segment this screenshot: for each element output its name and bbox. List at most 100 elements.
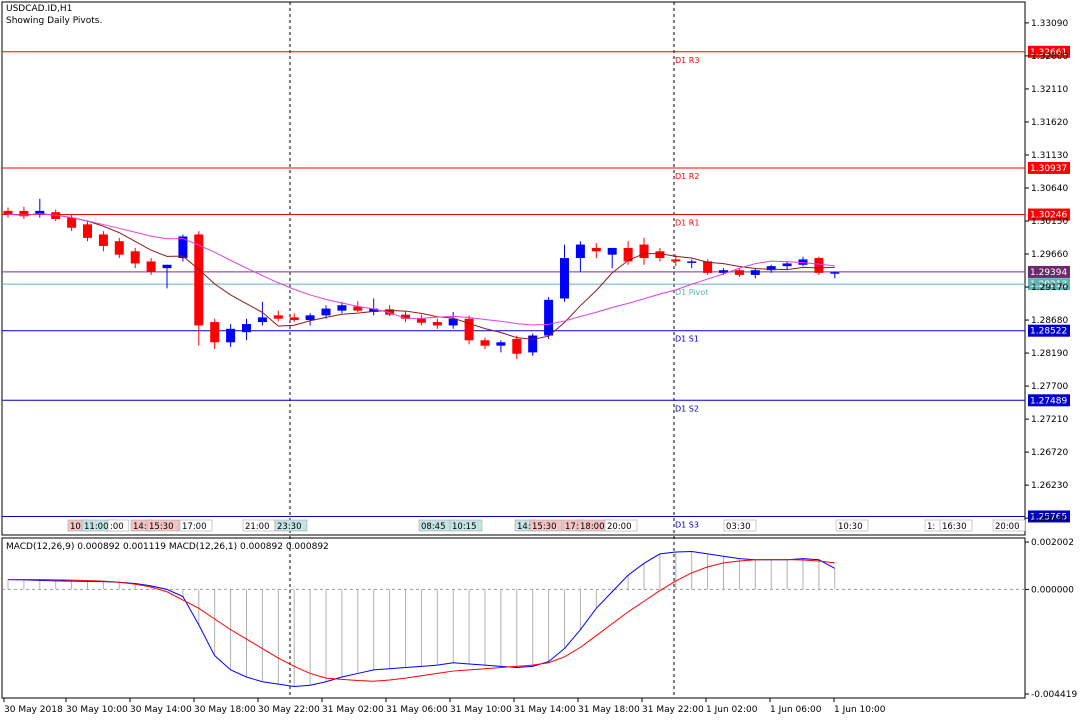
x-tick-label: 31 May 06:00 xyxy=(386,705,448,715)
candle-body xyxy=(416,318,426,323)
candle-body xyxy=(766,266,776,271)
candle-body xyxy=(83,224,92,238)
pivot-label: D1 Pivot xyxy=(675,288,708,297)
event-tag[interactable] xyxy=(604,519,638,532)
y-tick-label: 1.31130 xyxy=(1031,151,1068,161)
macd-y-tick-label: -0.004419 xyxy=(1031,690,1077,700)
candle-body xyxy=(385,309,395,315)
candle-body xyxy=(591,247,601,252)
event-tag[interactable] xyxy=(529,519,563,532)
candle-body xyxy=(305,315,315,321)
candle-body xyxy=(464,318,474,341)
pivot-price-label: 1.27489 xyxy=(1030,396,1067,406)
event-tag-label: 14: xyxy=(133,522,147,532)
event-tag-label: 1: xyxy=(927,522,935,532)
candle-body xyxy=(671,259,681,262)
event-tag[interactable] xyxy=(449,519,483,532)
event-tag-label: 10:15 xyxy=(452,522,477,532)
event-tag[interactable] xyxy=(146,519,180,532)
y-tick-label: 1.26230 xyxy=(1031,481,1068,491)
pivot-price-label: 1.30937 xyxy=(1030,164,1067,174)
candle-body xyxy=(528,335,538,353)
candle-body xyxy=(544,299,554,336)
signal-line xyxy=(8,559,835,682)
pivot-price-box xyxy=(1028,45,1070,58)
candle-body xyxy=(273,315,283,319)
candle-body xyxy=(432,322,442,326)
macd-line xyxy=(7,551,836,687)
pivot-subtitle: Showing Daily Pivots. xyxy=(6,16,103,26)
pivot-label: D1 S2 xyxy=(675,404,699,413)
candle-body xyxy=(607,247,617,255)
y-tick-label: 1.29170 xyxy=(1031,283,1068,293)
event-tag-label: 20:00 xyxy=(607,522,632,532)
event-tag[interactable] xyxy=(274,519,308,532)
pivot-label: D1 R1 xyxy=(675,219,699,228)
candle-body xyxy=(194,234,204,326)
candle-body xyxy=(242,324,251,333)
candle-body xyxy=(448,318,458,326)
y-tick-label: 1.32110 xyxy=(1031,85,1068,95)
ma-slow-line xyxy=(7,213,835,326)
y-tick-label: 1.28680 xyxy=(1031,316,1068,326)
event-tag[interactable] xyxy=(107,519,130,532)
y-tick-label: 1.27700 xyxy=(1031,382,1068,392)
candle-body xyxy=(703,261,713,273)
candle-body xyxy=(830,272,840,274)
candle-body xyxy=(719,270,728,273)
x-tick-label: 30 May 14:00 xyxy=(130,705,192,715)
event-tag-label: 15:30 xyxy=(532,522,557,532)
candle-body xyxy=(130,251,140,264)
candle-body xyxy=(146,261,156,272)
candle-body xyxy=(750,270,760,275)
macd-title: MACD(12,26,9) 0.000892 0.001119 MACD(12,… xyxy=(6,542,329,552)
candle-body xyxy=(369,308,379,312)
pivot-price-box xyxy=(1028,161,1070,174)
y-tick-label: 1.30640 xyxy=(1031,184,1068,194)
event-tag-label: 10: xyxy=(70,522,84,532)
candle-body xyxy=(655,251,665,259)
candle-body xyxy=(575,244,585,259)
current-price-label: 1.29394 xyxy=(1030,268,1067,278)
event-tag[interactable] xyxy=(939,519,973,532)
x-tick-label: 1 Jun 06:00 xyxy=(770,705,822,715)
event-tag-label: 11:00 xyxy=(84,522,109,532)
candle-body xyxy=(178,236,188,259)
event-tag[interactable] xyxy=(992,519,1026,532)
event-tag[interactable] xyxy=(835,519,869,532)
candle-body xyxy=(226,328,236,343)
y-tick-label: 1.32600 xyxy=(1031,52,1068,62)
x-tick-label: 31 May 02:00 xyxy=(322,705,384,715)
pivot-price-label: 1.29213 xyxy=(1030,280,1067,290)
event-tag-label: 14: xyxy=(517,522,531,532)
y-tick-label: 1.31620 xyxy=(1031,118,1068,128)
candle-body xyxy=(19,210,29,217)
y-tick-label: 1.28190 xyxy=(1031,349,1068,359)
x-tick-label: 30 May 2018 xyxy=(4,705,63,715)
pivot-price-box xyxy=(1028,278,1070,291)
candle-body xyxy=(67,217,77,228)
candle-body xyxy=(162,264,172,269)
event-tag-label: 21:00 xyxy=(245,522,270,532)
event-tag-label: 15:30 xyxy=(149,522,174,532)
candle-body xyxy=(337,305,347,311)
event-tag[interactable] xyxy=(179,519,213,532)
candle-body xyxy=(353,306,363,311)
main-panel-frame xyxy=(1,1,1026,536)
event-tag[interactable] xyxy=(723,519,757,532)
x-tick-label: 31 May 22:00 xyxy=(642,705,704,715)
candle-body xyxy=(639,244,649,259)
candle-body xyxy=(496,342,506,346)
pivot-price-box xyxy=(1028,208,1070,221)
x-tick-label: 1 Jun 10:00 xyxy=(834,705,886,715)
candle-body xyxy=(98,234,108,246)
candle-body xyxy=(560,258,569,299)
x-tick-label: 30 May 22:00 xyxy=(258,705,320,715)
symbol-label: USDCAD.ID,H1 xyxy=(6,4,73,14)
ma-fast-line xyxy=(7,213,835,340)
candle-body xyxy=(512,338,522,354)
pivot-price-label: 1.30246 xyxy=(1030,211,1067,221)
candle-body xyxy=(687,261,697,263)
pivot-price-box xyxy=(1028,324,1070,337)
